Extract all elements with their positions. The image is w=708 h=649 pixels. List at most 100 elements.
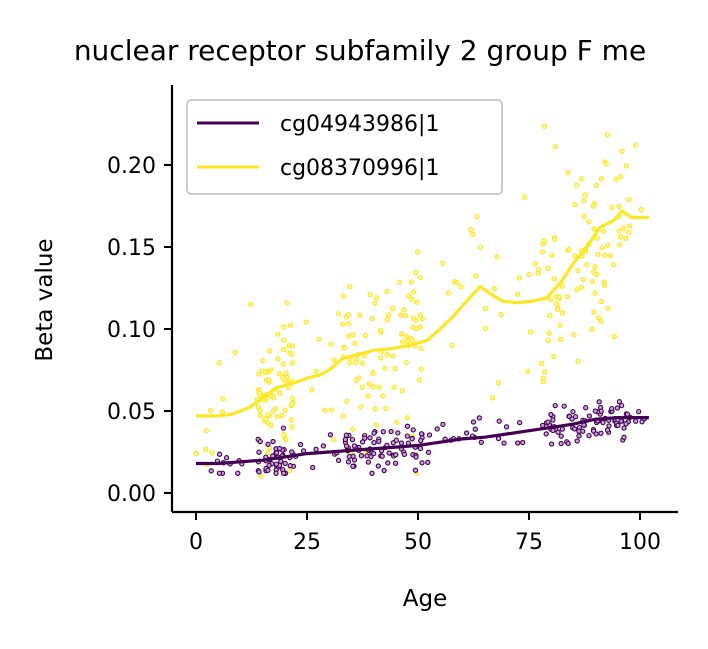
data-point-cg08370996 (316, 336, 322, 342)
data-point-cg08370996 (365, 393, 371, 399)
data-point-cg04943986 (297, 441, 304, 448)
data-point-cg08370996 (275, 356, 281, 362)
data-point-cg08370996 (340, 413, 346, 419)
data-point-cg08370996 (541, 123, 548, 129)
data-point-cg04943986 (265, 467, 271, 473)
data-point-cg08370996 (592, 290, 598, 296)
data-point-cg04943986 (380, 429, 386, 435)
data-point-cg08370996 (626, 196, 632, 203)
data-point-cg04943986 (342, 436, 349, 443)
data-point-cg08370996 (193, 450, 199, 457)
data-point-cg08370996 (470, 231, 476, 238)
data-point-cg04943986 (425, 449, 432, 455)
data-point-cg08370996 (605, 242, 611, 248)
data-point-cg04943986 (576, 433, 582, 439)
data-point-cg08370996 (410, 315, 417, 321)
data-point-cg04943986 (548, 411, 554, 418)
data-point-cg08370996 (403, 333, 409, 340)
data-point-cg08370996 (605, 305, 611, 312)
data-point-cg08370996 (489, 395, 496, 401)
trend-line-cg08370996 (196, 209, 649, 418)
data-point-cg08370996 (416, 377, 423, 383)
data-point-cg08370996 (482, 325, 489, 332)
data-point-cg08370996 (352, 340, 358, 346)
data-point-cg08370996 (270, 408, 276, 414)
data-point-cg08370996 (458, 284, 464, 290)
data-point-cg08370996 (604, 132, 611, 138)
data-point-cg04943986 (590, 428, 597, 434)
x-tick-label: 25 (293, 530, 321, 555)
data-point-cg04943986 (545, 419, 551, 425)
data-point-cg08370996 (581, 197, 587, 204)
data-point-cg08370996 (284, 374, 290, 380)
data-point-cg08370996 (552, 143, 558, 150)
data-point-cg08370996 (390, 353, 396, 359)
data-point-cg08370996 (586, 219, 592, 225)
data-point-cg08370996 (565, 169, 571, 176)
data-point-cg08370996 (564, 293, 571, 300)
data-point-cg04943986 (571, 426, 578, 432)
data-point-cg08370996 (402, 313, 409, 319)
data-point-cg08370996 (535, 270, 541, 277)
data-point-cg08370996 (268, 422, 274, 428)
data-point-cg04943986 (371, 439, 377, 446)
data-point-cg08370996 (372, 300, 378, 306)
data-point-cg08370996 (203, 446, 209, 452)
data-point-cg08370996 (473, 273, 479, 279)
trend-lines (196, 209, 649, 466)
data-point-cg08370996 (382, 365, 388, 371)
data-point-cg08370996 (467, 226, 474, 233)
data-point-cg04943986 (440, 421, 446, 428)
data-point-cg08370996 (611, 333, 618, 340)
data-point-cg08370996 (578, 176, 585, 182)
data-point-cg04943986 (609, 405, 615, 412)
data-point-cg08370996 (609, 204, 615, 211)
data-point-cg08370996 (418, 345, 424, 352)
data-point-cg04943986 (343, 443, 350, 449)
data-point-cg08370996 (358, 404, 364, 410)
data-point-cg08370996 (638, 207, 644, 213)
data-point-cg08370996 (340, 321, 346, 327)
data-point-cg08370996 (289, 360, 296, 366)
data-point-cg08370996 (417, 274, 424, 281)
y-tick-label: 0.15 (107, 236, 156, 261)
data-point-cg08370996 (384, 352, 390, 358)
data-point-cg08370996 (265, 377, 272, 383)
data-point-cg08370996 (495, 380, 502, 386)
data-point-cg08370996 (383, 405, 389, 412)
data-point-cg04943986 (569, 416, 575, 422)
data-point-cg08370996 (581, 213, 587, 219)
data-point-cg08370996 (406, 293, 412, 299)
data-point-cg04943986 (365, 459, 372, 465)
data-point-cg04943986 (543, 431, 549, 437)
data-point-cg04943986 (615, 422, 621, 429)
data-point-cg08370996 (580, 276, 586, 283)
data-point-cg08370996 (598, 176, 605, 182)
data-point-cg04943986 (574, 438, 580, 444)
data-point-cg08370996 (521, 194, 528, 200)
data-point-cg04943986 (345, 459, 352, 465)
scatter-points (193, 123, 648, 479)
data-point-cg08370996 (276, 370, 282, 377)
data-point-cg08370996 (607, 253, 613, 259)
data-point-cg04943986 (266, 462, 272, 469)
data-point-cg08370996 (551, 353, 557, 360)
data-point-cg08370996 (617, 234, 624, 240)
data-point-cg04943986 (349, 436, 356, 443)
data-point-cg08370996 (346, 320, 352, 327)
data-point-cg08370996 (546, 330, 552, 336)
data-point-cg04943986 (327, 432, 334, 438)
data-point-cg08370996 (384, 288, 390, 295)
data-point-cg04943986 (413, 454, 419, 460)
data-point-cg08370996 (551, 276, 557, 282)
data-point-cg08370996 (331, 437, 337, 443)
data-point-cg04943986 (434, 426, 440, 432)
data-point-cg04943986 (310, 464, 316, 471)
data-point-cg08370996 (289, 424, 295, 430)
data-point-cg04943986 (592, 408, 598, 414)
data-point-cg04943986 (393, 437, 400, 443)
data-point-cg04943986 (393, 452, 399, 458)
chart-title: nuclear receptor subfamily 2 group F me (74, 34, 646, 67)
data-point-cg04943986 (515, 440, 521, 446)
data-point-cg08370996 (572, 253, 578, 259)
